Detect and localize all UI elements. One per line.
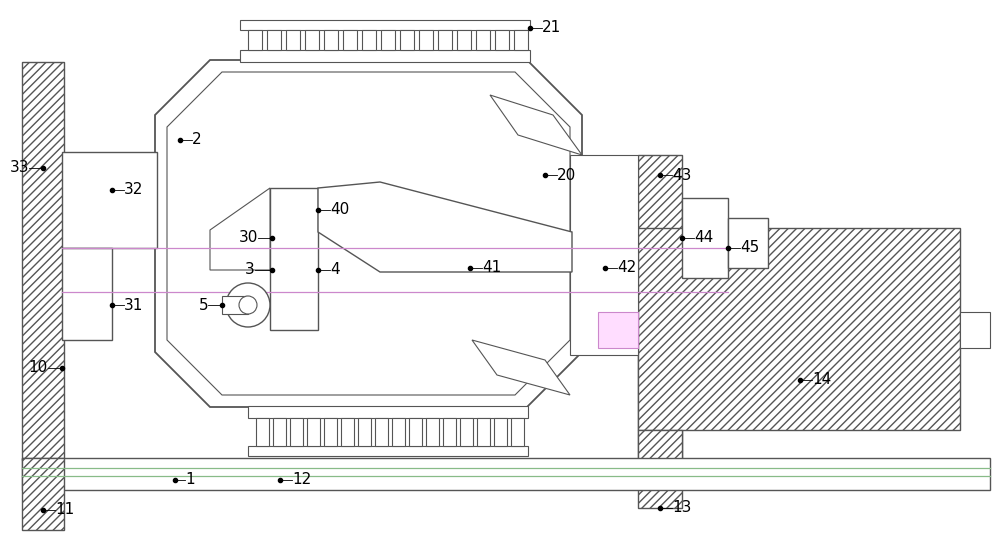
Bar <box>256 418 269 446</box>
Text: 20: 20 <box>557 168 576 182</box>
Text: 43: 43 <box>672 168 691 182</box>
Bar <box>476 30 490 50</box>
Bar <box>400 30 414 50</box>
Bar <box>638 155 682 462</box>
Text: 42: 42 <box>617 260 636 276</box>
Text: 1: 1 <box>185 472 195 488</box>
Bar <box>248 446 528 456</box>
Bar <box>270 188 318 330</box>
Bar <box>22 458 990 490</box>
Bar <box>248 30 262 50</box>
Bar <box>240 20 530 30</box>
Bar <box>638 155 682 462</box>
Bar <box>22 62 64 460</box>
Bar <box>343 30 357 50</box>
Bar <box>267 30 281 50</box>
Bar <box>638 430 682 508</box>
Bar <box>495 30 509 50</box>
Text: 41: 41 <box>482 260 501 276</box>
Text: 4: 4 <box>330 262 340 277</box>
Bar <box>22 62 64 460</box>
Bar <box>511 418 524 446</box>
Text: 13: 13 <box>672 500 691 516</box>
Bar <box>22 458 64 530</box>
Text: 32: 32 <box>124 182 143 197</box>
Polygon shape <box>318 182 572 272</box>
Text: 11: 11 <box>55 503 74 517</box>
Text: 33: 33 <box>10 161 29 175</box>
Bar <box>682 198 728 278</box>
Bar <box>460 418 473 446</box>
Text: 14: 14 <box>812 373 831 387</box>
Text: 45: 45 <box>740 241 759 255</box>
Bar <box>324 418 337 446</box>
Bar <box>598 312 638 348</box>
Bar <box>248 406 528 418</box>
Text: 44: 44 <box>694 231 713 246</box>
Text: 5: 5 <box>198 298 208 312</box>
Text: 30: 30 <box>239 231 258 246</box>
Text: 40: 40 <box>330 203 349 218</box>
Bar <box>457 30 471 50</box>
Bar <box>305 30 319 50</box>
Bar <box>222 296 248 314</box>
Polygon shape <box>490 95 582 155</box>
Bar <box>638 430 682 508</box>
Bar <box>62 248 112 340</box>
Text: 10: 10 <box>29 361 48 375</box>
Bar <box>638 228 960 430</box>
Bar <box>419 30 433 50</box>
Bar <box>273 418 286 446</box>
Polygon shape <box>210 188 270 270</box>
Bar <box>362 30 376 50</box>
Bar <box>477 418 490 446</box>
Bar <box>341 418 354 446</box>
Polygon shape <box>472 340 570 395</box>
Bar <box>514 30 528 50</box>
Bar <box>381 30 395 50</box>
Bar <box>728 218 768 268</box>
Text: 21: 21 <box>542 20 561 36</box>
Bar <box>409 418 422 446</box>
Bar <box>570 155 638 355</box>
Bar <box>426 418 439 446</box>
Bar <box>494 418 507 446</box>
Circle shape <box>226 283 270 327</box>
Bar <box>438 30 452 50</box>
Bar <box>307 418 320 446</box>
Bar <box>324 30 338 50</box>
Bar <box>375 418 388 446</box>
Bar <box>960 312 990 348</box>
Bar <box>290 418 303 446</box>
Bar <box>443 418 456 446</box>
Bar <box>358 418 371 446</box>
Bar <box>22 458 64 530</box>
Circle shape <box>239 296 257 314</box>
Bar <box>240 50 530 62</box>
Bar <box>638 228 960 430</box>
Bar <box>286 30 300 50</box>
Bar <box>62 152 157 248</box>
Text: 2: 2 <box>192 133 202 147</box>
Text: 12: 12 <box>292 472 311 488</box>
Text: 31: 31 <box>124 298 143 312</box>
Polygon shape <box>155 60 582 407</box>
Text: 3: 3 <box>245 262 255 277</box>
Bar <box>392 418 405 446</box>
